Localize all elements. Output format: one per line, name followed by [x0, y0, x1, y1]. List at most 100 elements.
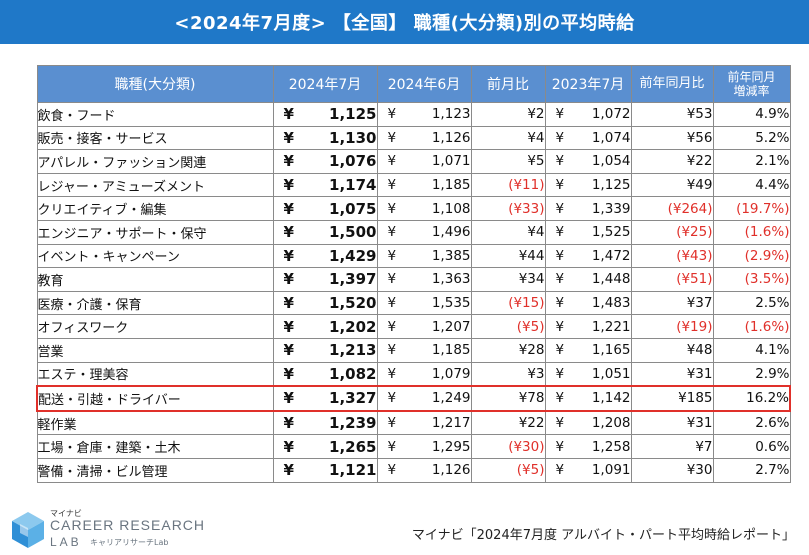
cell-yoy-rate: (2.9%) [712, 243, 791, 269]
cell-jun-2024: ¥1,185 [376, 172, 472, 198]
cell-jul-2023: ¥1,072 [544, 102, 632, 127]
cell-yoy: ¥30 [630, 457, 714, 483]
cell-occupation: 配送・引越・ドライバー [36, 385, 274, 412]
cell-occupation: イベント・キャンペーン [36, 243, 274, 269]
cell-mom: ¥34 [470, 267, 546, 292]
cell-yoy: (¥25) [630, 219, 714, 245]
col-header-yoy-rate-line1: 前年同月 [727, 70, 776, 84]
cell-jul-2023-value: 1,054 [591, 153, 631, 170]
table-row: 医療・介護・保育 ¥1,520 ¥1,535 (¥15) ¥1,483 ¥37 2.5% [36, 290, 791, 316]
table-row: イベント・キャンペーン ¥1,429 ¥1,385 ¥44 ¥1,472 (¥43) (2.… [36, 243, 791, 269]
cell-yoy-rate: 4.9% [712, 102, 791, 127]
cell-jul-2023: ¥1,165 [544, 337, 632, 363]
logo-lab-text: LAB [50, 535, 82, 549]
currency-symbol: ¥ [283, 246, 294, 265]
currency-symbol: ¥ [283, 341, 294, 360]
col-header-mom: 前月比 [470, 65, 546, 103]
cell-jun-2024-value: 1,535 [431, 295, 471, 312]
career-research-lab-logo: マイナビ CAREER RESEARCH LAB キャリアリサーチLab [8, 508, 208, 552]
cell-yoy-rate: (19.7%) [712, 196, 791, 221]
cell-yoy: ¥49 [630, 172, 714, 198]
currency-symbol: ¥ [555, 318, 565, 335]
cell-jun-2024: ¥1,185 [376, 337, 472, 363]
cell-jul-2023: ¥1,051 [544, 361, 632, 387]
currency-symbol: ¥ [555, 342, 565, 359]
cell-yoy-rate: 2.6% [712, 410, 791, 436]
cell-yoy: ¥22 [630, 149, 714, 174]
cell-jun-2024: ¥1,363 [376, 267, 472, 292]
cell-jul-2023: ¥1,054 [544, 149, 632, 174]
cell-jun-2024-value: 1,207 [431, 318, 471, 335]
cell-yoy-rate: 4.1% [712, 337, 791, 363]
cell-yoy-rate: (1.6%) [712, 314, 791, 339]
currency-symbol: ¥ [387, 365, 397, 382]
cell-jul-2023: ¥1,074 [544, 125, 632, 151]
currency-symbol: ¥ [555, 390, 565, 407]
cell-mom: ¥5 [470, 149, 546, 174]
cell-jun-2024-value: 1,079 [431, 365, 471, 382]
cell-yoy: (¥43) [630, 243, 714, 269]
currency-symbol: ¥ [387, 295, 397, 312]
currency-symbol: ¥ [387, 106, 397, 123]
cell-yoy-rate: (1.6%) [712, 219, 791, 245]
cell-yoy-rate: 2.5% [712, 290, 791, 316]
currency-symbol: ¥ [387, 153, 397, 170]
cell-jun-2024: ¥1,123 [376, 102, 472, 127]
cell-jul-2024: ¥1,130 [272, 125, 378, 151]
cell-jul-2023: ¥1,142 [544, 385, 632, 412]
cell-jul-2023-value: 1,448 [591, 271, 631, 288]
currency-symbol: ¥ [555, 106, 565, 123]
logo-brand-small: マイナビ [50, 509, 82, 518]
cell-jun-2024: ¥1,496 [376, 219, 472, 245]
cell-jul-2024: ¥1,125 [272, 102, 378, 127]
cell-jul-2024-value: 1,239 [329, 414, 377, 433]
cell-jul-2024-value: 1,500 [329, 223, 377, 242]
currency-symbol: ¥ [387, 462, 397, 479]
cell-occupation: エンジニア・サポート・保守 [36, 219, 274, 245]
cell-jul-2024: ¥1,082 [272, 361, 378, 387]
cell-jul-2024: ¥1,429 [272, 243, 378, 269]
cell-yoy: ¥48 [630, 337, 714, 363]
cell-occupation: 教育 [36, 267, 274, 292]
cell-jul-2024: ¥1,202 [272, 314, 378, 339]
table-row: 工場・倉庫・建築・土木 ¥1,265 ¥1,295 (¥30) ¥1,258 ¥7 0.6% [36, 434, 791, 459]
cell-jun-2024-value: 1,126 [431, 129, 471, 146]
currency-symbol: ¥ [387, 200, 397, 217]
currency-symbol: ¥ [555, 365, 565, 382]
table-header-row: 職種(大分類) 2024年7月 2024年6月 前月比 2023年7月 前年同月… [36, 65, 791, 103]
cell-jun-2024-value: 1,071 [431, 153, 471, 170]
currency-symbol: ¥ [283, 223, 294, 242]
table-row: アパレル・ファッション関連 ¥1,076 ¥1,071 ¥5 ¥1,054 ¥22 2.1% [36, 149, 791, 174]
cell-jul-2023-value: 1,221 [591, 318, 631, 335]
currency-symbol: ¥ [283, 389, 294, 408]
cell-occupation: 軽作業 [36, 410, 274, 436]
col-header-yoy: 前年同月比 [630, 65, 714, 103]
cell-yoy: ¥37 [630, 290, 714, 316]
cell-jul-2023: ¥1,091 [544, 457, 632, 483]
cell-jun-2024: ¥1,295 [376, 434, 472, 459]
wage-table: 職種(大分類) 2024年7月 2024年6月 前月比 2023年7月 前年同月… [36, 65, 791, 483]
cell-jul-2023: ¥1,472 [544, 243, 632, 269]
cell-mom: (¥33) [470, 196, 546, 221]
cell-jun-2024-value: 1,108 [431, 200, 471, 217]
currency-symbol: ¥ [283, 152, 294, 171]
cell-jun-2024-value: 1,496 [431, 224, 471, 241]
cell-occupation: 工場・倉庫・建築・土木 [36, 434, 274, 459]
currency-symbol: ¥ [387, 271, 397, 288]
table-row: 飲食・フード ¥1,125 ¥1,123 ¥2 ¥1,072 ¥53 4.9% [36, 102, 791, 127]
cell-jul-2023-value: 1,208 [591, 415, 631, 432]
cell-jul-2023: ¥1,221 [544, 314, 632, 339]
cell-jul-2024-value: 1,397 [329, 270, 377, 289]
cell-jul-2024-value: 1,429 [329, 246, 377, 265]
cell-jun-2024: ¥1,249 [376, 385, 472, 412]
cell-jul-2024: ¥1,239 [272, 410, 378, 436]
cell-jul-2024: ¥1,075 [272, 196, 378, 221]
cell-yoy: ¥31 [630, 361, 714, 387]
col-header-yoy-rate: 前年同月 増減率 [712, 65, 791, 103]
cell-yoy: ¥185 [630, 385, 714, 412]
cell-jun-2024-value: 1,217 [431, 415, 471, 432]
cell-jul-2024-value: 1,130 [329, 128, 377, 147]
cell-jul-2024-value: 1,213 [329, 341, 377, 360]
currency-symbol: ¥ [387, 390, 397, 407]
currency-symbol: ¥ [283, 105, 294, 124]
